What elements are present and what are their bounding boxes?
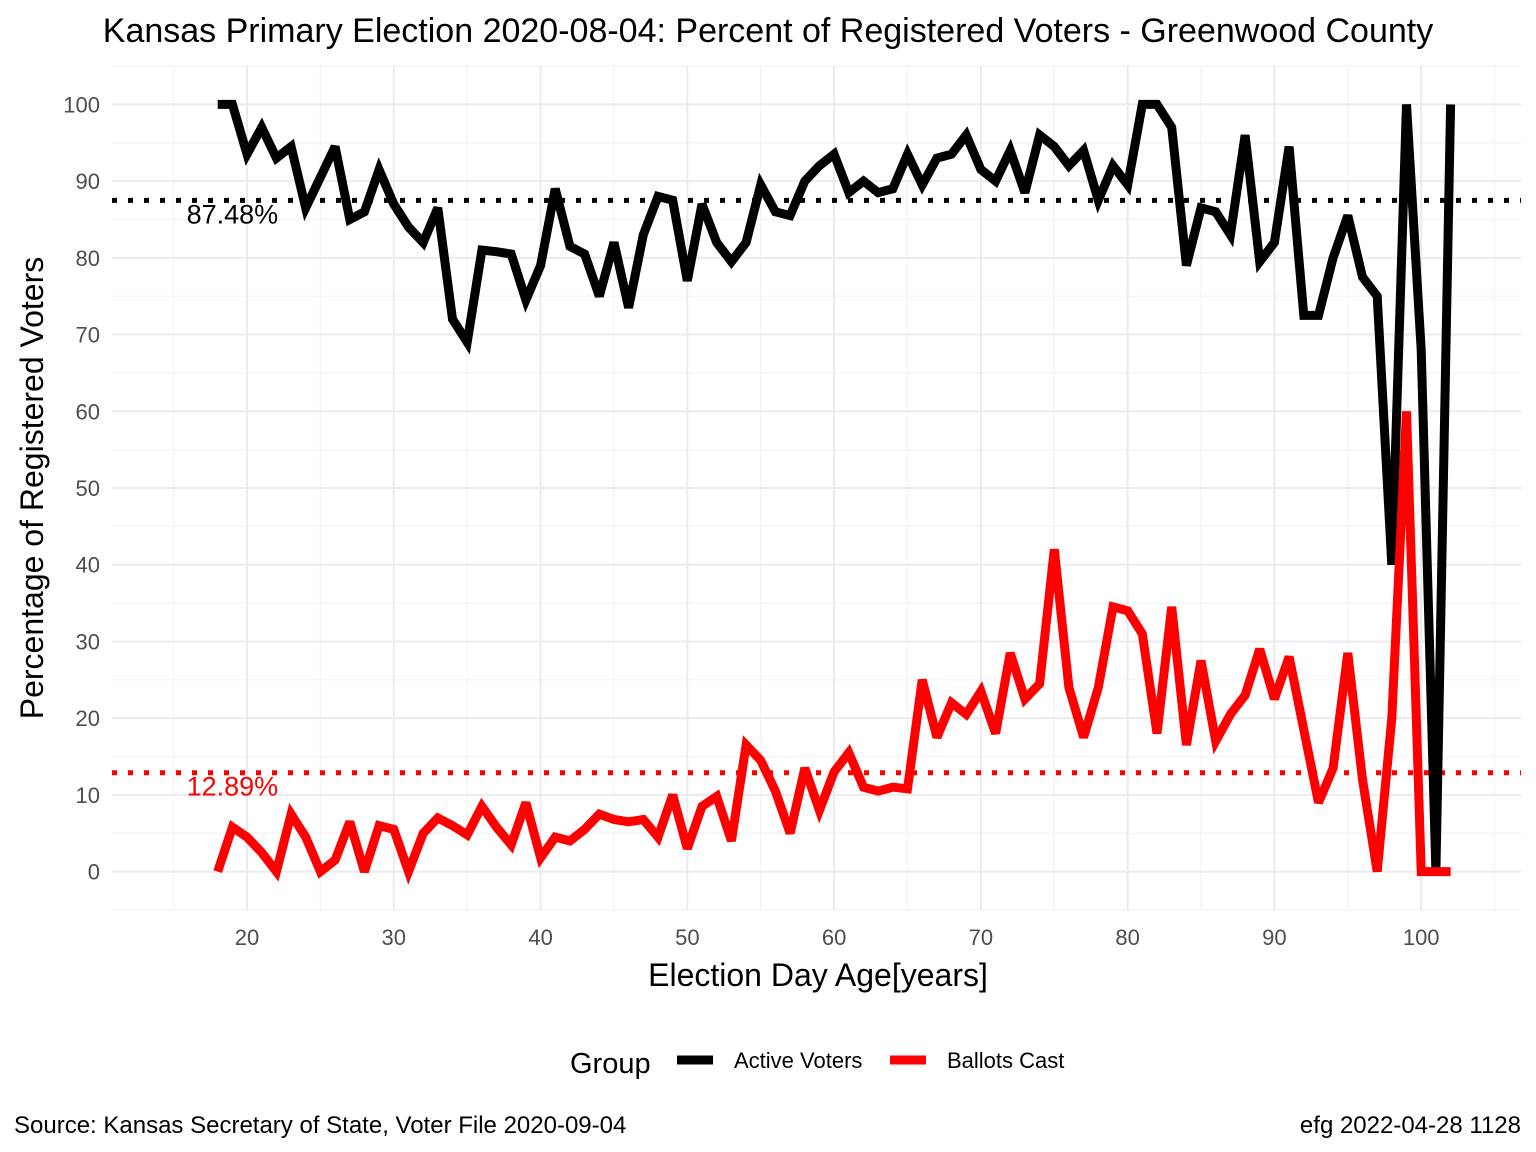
y-tick-label: 20 [76, 706, 100, 731]
series-group [217, 99, 1456, 872]
y-axis-ticks: 0 10 20 30 40 50 60 70 80 90 100 [63, 92, 100, 884]
source-caption: Source: Kansas Secretary of State, Voter… [14, 1112, 626, 1139]
y-tick-label: 100 [63, 92, 100, 117]
x-tick-label: 60 [822, 925, 846, 950]
y-tick-label: 40 [76, 553, 100, 578]
y-tick-label: 10 [76, 783, 100, 808]
reference-label: 12.89% [187, 772, 279, 802]
reference-lines: 87.48% 12.89% [112, 197, 1521, 802]
series-line [217, 99, 1456, 872]
y-tick-label: 70 [76, 323, 100, 348]
y-tick-label: 50 [76, 476, 100, 501]
grid [112, 65, 1521, 911]
legend-label: Ballots Cast [947, 1048, 1064, 1073]
series-group [213, 411, 1451, 885]
y-axis-title: Percentage of Registered Voters [14, 257, 50, 720]
x-tick-label: 30 [382, 925, 406, 950]
reference-label: 87.48% [187, 199, 279, 229]
y-tick-label: 90 [76, 169, 100, 194]
legend-title: Group [570, 1048, 651, 1080]
x-tick-label: 70 [969, 925, 993, 950]
y-tick-label: 60 [76, 399, 100, 424]
chart-title: Kansas Primary Election 2020-08-04: Perc… [103, 12, 1433, 50]
credit-caption: efg 2022-04-28 1128 [1300, 1112, 1521, 1139]
y-tick-label: 0 [88, 860, 100, 885]
x-tick-label: 100 [1403, 925, 1440, 950]
series-layer [213, 99, 1456, 885]
x-tick-label: 80 [1115, 925, 1139, 950]
x-tick-label: 40 [528, 925, 552, 950]
x-axis-ticks: 20 30 40 50 60 70 80 90 100 [235, 925, 1440, 950]
x-tick-label: 20 [235, 925, 259, 950]
series-line [213, 411, 1451, 885]
legend: Group Active Voters Ballots Cast [570, 1048, 1064, 1080]
y-tick-label: 80 [76, 246, 100, 271]
y-tick-label: 30 [76, 629, 100, 654]
x-axis-title: Election Day Age[years] [648, 957, 988, 993]
x-tick-label: 50 [675, 925, 699, 950]
x-tick-label: 90 [1262, 925, 1286, 950]
legend-label: Active Voters [734, 1048, 862, 1073]
